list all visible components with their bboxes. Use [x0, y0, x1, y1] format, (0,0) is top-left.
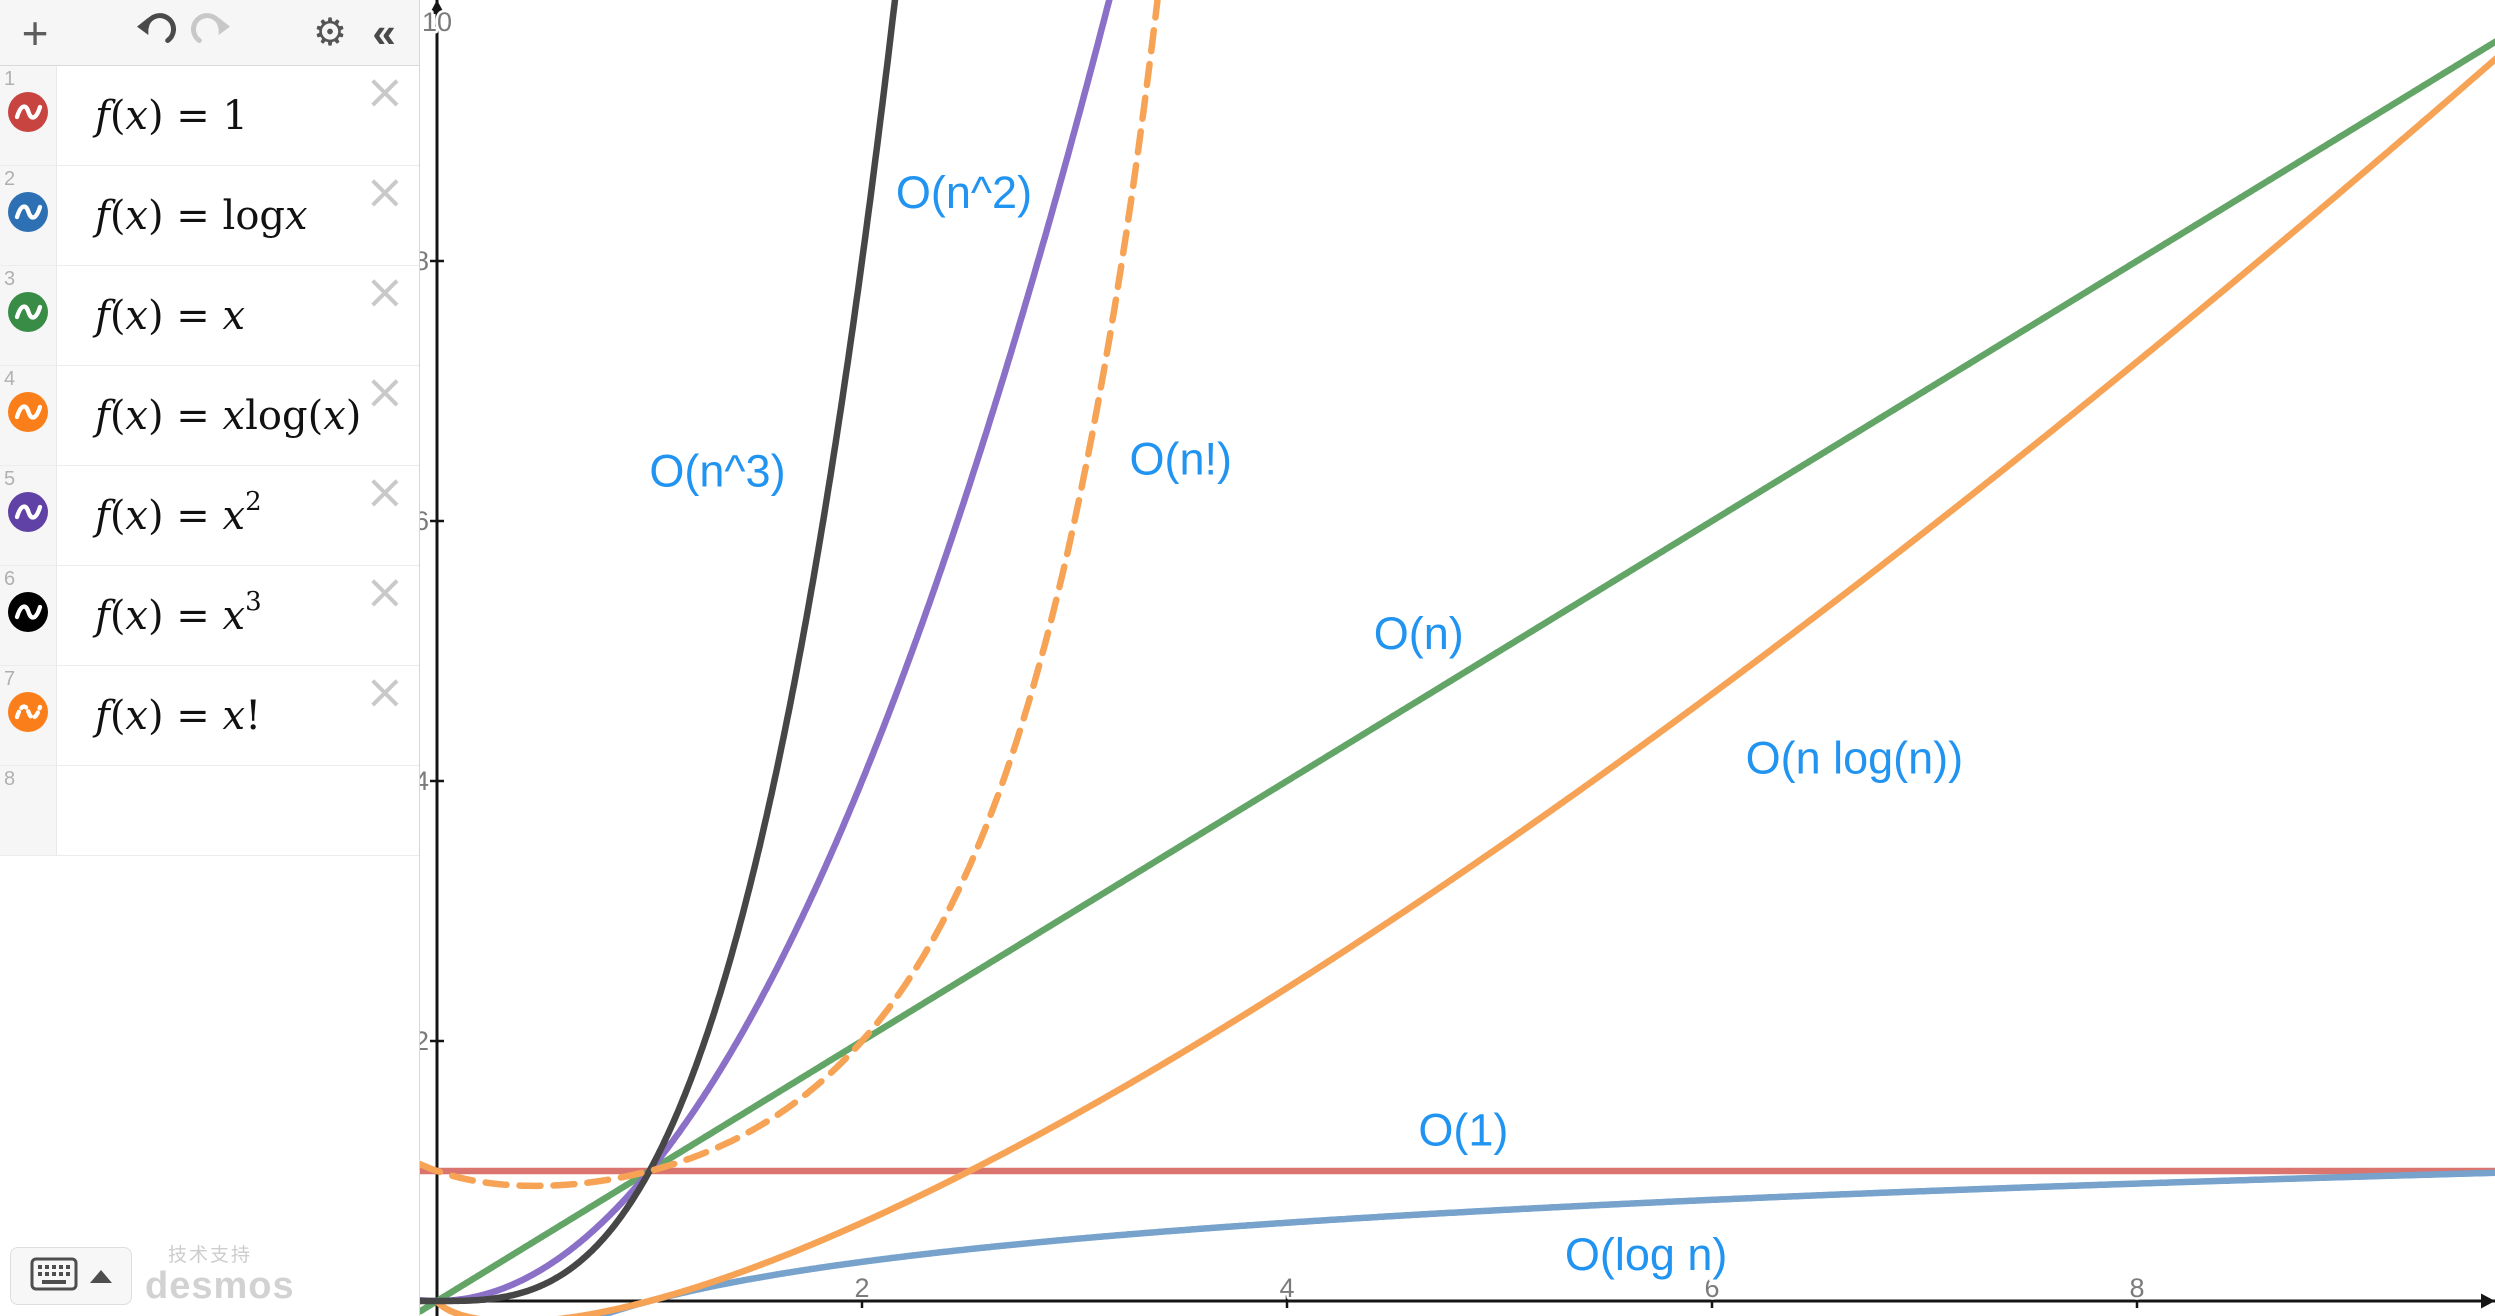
curve-O(n log(n))[interactable]: [434, 55, 2495, 1316]
expression-row[interactable]: 3 f(x) = x ×: [0, 266, 419, 366]
expression-list: 1 f(x) = 1 × 2 f(x) = log x × 3 f(x) = x…: [0, 66, 419, 856]
graph-canvas[interactable]: 2 4 6 8 2 4 6 8 10 O(1) O(log n) O(n) O(n log(n)) O(n…: [420, 0, 2495, 1316]
expression-index: 7: [4, 668, 16, 690]
expression-index: 3: [4, 268, 16, 290]
keyboard-icon: [30, 1257, 78, 1296]
expression-color-icon[interactable]: [8, 492, 48, 532]
delete-expression-button[interactable]: ×: [364, 664, 405, 720]
delete-expression-button[interactable]: ×: [364, 64, 405, 120]
expression-color-icon[interactable]: [8, 392, 48, 432]
x-axis-arrow-icon: [2481, 1293, 2495, 1309]
curve-label-O(n^3): O(n^3): [649, 445, 785, 496]
chevrons-left-icon: «: [372, 9, 396, 56]
expression-color-icon[interactable]: [8, 592, 48, 632]
gear-icon: ⚙: [312, 12, 348, 54]
redo-arrow-icon: [191, 13, 230, 43]
expression-toolbar: + ⚙ «: [0, 0, 419, 66]
x-tick-label: 6: [1704, 1273, 1719, 1303]
expression-index: 4: [4, 368, 16, 390]
x-tick-label: 8: [2129, 1273, 2144, 1303]
redo-button[interactable]: [183, 0, 239, 66]
keyboard-toggle-button[interactable]: [10, 1247, 132, 1305]
y-tick-label: 4: [420, 766, 429, 796]
expression-index: 8: [4, 768, 16, 790]
expression-index: 2: [4, 168, 16, 190]
curve-label-O(n!): O(n!): [1129, 434, 1232, 485]
expression-latex[interactable]: f(x) = x log(x): [95, 392, 362, 439]
expression-latex[interactable]: f(x) = x: [95, 292, 246, 339]
expression-index: 5: [4, 468, 16, 490]
delete-expression-button[interactable]: ×: [364, 364, 405, 420]
x-tick-label: 4: [1279, 1273, 1294, 1303]
add-expression-button[interactable]: +: [7, 0, 63, 66]
expression-latex[interactable]: f(x) = 1: [95, 92, 248, 139]
plus-icon: +: [21, 7, 49, 59]
expression-index: 1: [4, 68, 16, 90]
curve-O(n!)[interactable]: [420, 0, 2495, 1190]
expression-gutter: 3: [0, 266, 57, 365]
expression-row[interactable]: 7 f(x) = x! ×: [0, 666, 419, 766]
expression-index: 6: [4, 568, 16, 590]
chevron-up-icon: [90, 1269, 112, 1283]
curve-label-O(1): O(1): [1418, 1104, 1508, 1155]
y-tick-label: 10: [422, 7, 452, 37]
undo-arrow-icon: [137, 13, 176, 43]
curve-O(n^2)[interactable]: [420, 0, 2495, 1305]
y-tick-label: 2: [420, 1026, 429, 1056]
y-tick-label: 8: [420, 246, 429, 276]
expression-gutter: 7: [0, 666, 57, 765]
expression-color-icon[interactable]: [8, 692, 48, 732]
expression-latex[interactable]: f(x) = x!: [95, 692, 262, 739]
curve-O(n)[interactable]: [420, 38, 2495, 1315]
expression-row[interactable]: 4 f(x) = x log(x) ×: [0, 366, 419, 466]
expression-gutter: 1: [0, 66, 57, 165]
expression-row[interactable]: 8: [0, 766, 419, 856]
expression-row[interactable]: 1 f(x) = 1 ×: [0, 66, 419, 166]
expression-gutter: 2: [0, 166, 57, 265]
expression-gutter: 8: [0, 766, 57, 855]
graph-settings-button[interactable]: ⚙: [302, 0, 358, 66]
curve-label-O(n log(n)): O(n log(n)): [1746, 733, 1964, 784]
delete-expression-button[interactable]: ×: [364, 264, 405, 320]
expression-panel: + ⚙ « 1 f(x) = 1 × 2 f(x) = log x × 3 f: [0, 0, 420, 1316]
collapse-panel-button[interactable]: «: [356, 0, 412, 66]
expression-latex[interactable]: f(x) = log x: [95, 192, 308, 239]
expression-gutter: 5: [0, 466, 57, 565]
delete-expression-button[interactable]: ×: [364, 564, 405, 620]
x-tick-label: 2: [854, 1273, 869, 1303]
curve-label-O(n): O(n): [1374, 608, 1464, 659]
expression-row[interactable]: 2 f(x) = log x ×: [0, 166, 419, 266]
y-tick-label: 6: [420, 506, 429, 536]
delete-expression-button[interactable]: ×: [364, 164, 405, 220]
expression-color-icon[interactable]: [8, 292, 48, 332]
delete-expression-button[interactable]: ×: [364, 464, 405, 520]
expression-color-icon[interactable]: [8, 92, 48, 132]
undo-button[interactable]: [128, 0, 184, 66]
y-axis-arrow-icon: [429, 0, 445, 14]
curve-O(n^3)[interactable]: [420, 0, 2495, 1305]
expression-gutter: 4: [0, 366, 57, 465]
curve-label-O(log n): O(log n): [1565, 1229, 1728, 1280]
curve-label-O(n^2): O(n^2): [896, 167, 1032, 218]
expression-color-icon[interactable]: [8, 192, 48, 232]
expression-gutter: 6: [0, 566, 57, 665]
curve-O(log n)[interactable]: [438, 1169, 2495, 1316]
